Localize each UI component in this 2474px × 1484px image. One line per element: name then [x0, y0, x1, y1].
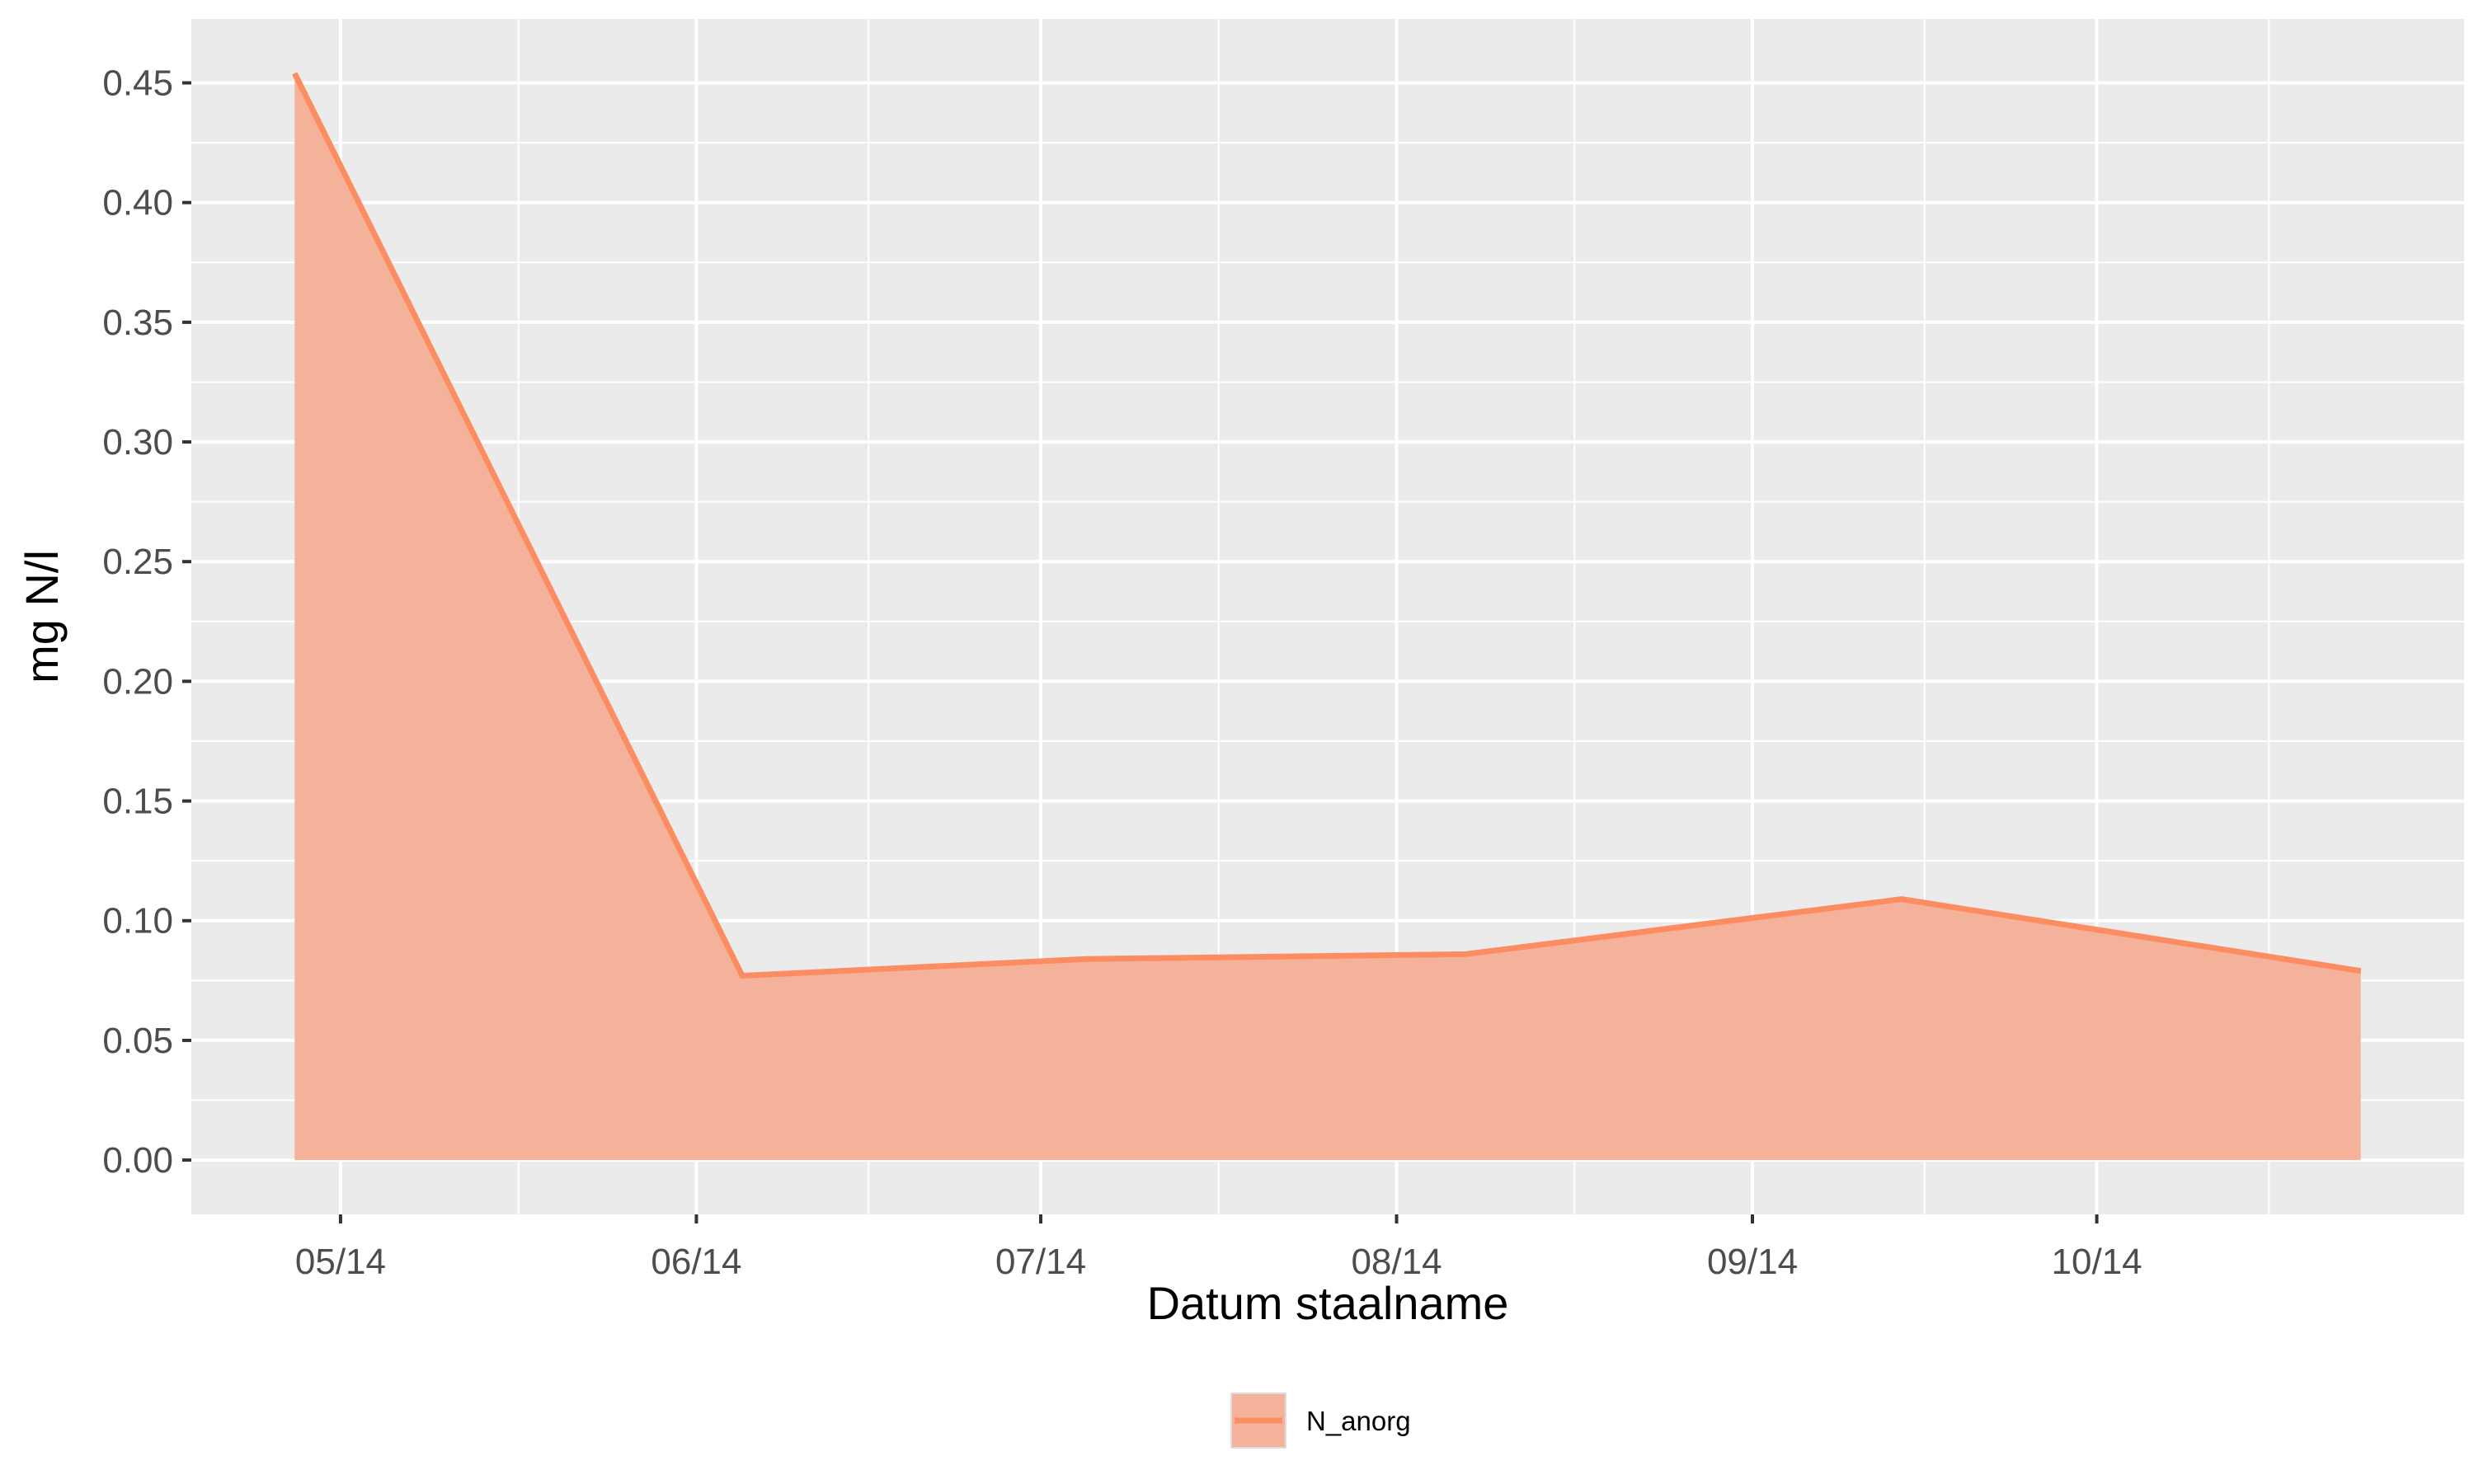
y-axis: 0.00 0.05 0.10 0.15 0.20 0.25 0.30 0.35 0.40 0.45: [102, 63, 191, 1181]
x-tick-label: 06/14: [651, 1242, 741, 1282]
y-tick-label: 0.30: [102, 422, 173, 463]
y-tick-label: 0.05: [102, 1021, 173, 1061]
y-axis-title: mg N/l: [16, 550, 68, 683]
x-tick-label: 10/14: [2052, 1242, 2142, 1282]
legend: N_anorg: [1230, 1392, 1411, 1449]
y-tick-label: 0.35: [102, 303, 173, 343]
y-tick-label: 0.20: [102, 661, 173, 702]
y-tick-label: 0.00: [102, 1140, 173, 1181]
x-tick-label: 09/14: [1707, 1242, 1798, 1282]
y-tick-label: 0.45: [102, 63, 173, 104]
x-axis-title: Datum staalname: [1147, 1277, 1509, 1329]
series-line: [292, 72, 2362, 979]
legend-label: N_anorg: [1306, 1406, 1411, 1436]
y-tick-label: 0.10: [102, 901, 173, 942]
x-tick-label: 08/14: [1351, 1242, 1442, 1282]
y-tick-label: 0.40: [102, 183, 173, 223]
y-tick-label: 0.15: [102, 782, 173, 822]
x-tick-label: 05/14: [295, 1242, 386, 1282]
x-tick-label: 07/14: [995, 1242, 1086, 1282]
area-fill: [294, 73, 2361, 1161]
x-axis: 05/14 06/14 07/14 08/14 09/14 10/14: [295, 1214, 2142, 1282]
y-tick-label: 0.25: [102, 542, 173, 582]
